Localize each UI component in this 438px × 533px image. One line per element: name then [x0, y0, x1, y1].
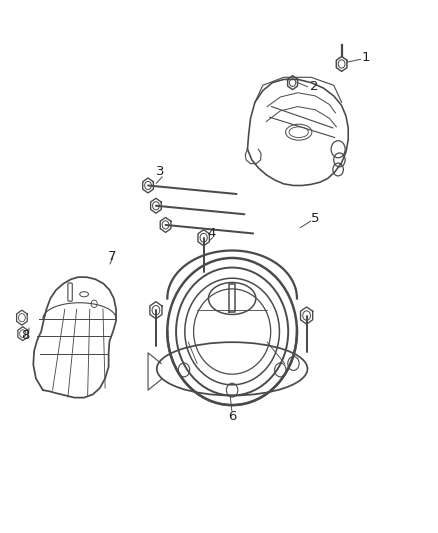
Text: 5: 5	[311, 212, 320, 225]
Text: 2: 2	[310, 80, 318, 93]
Text: 3: 3	[155, 165, 164, 178]
Text: 6: 6	[228, 410, 237, 423]
Text: 1: 1	[361, 51, 370, 64]
Text: 4: 4	[207, 227, 216, 240]
Text: 8: 8	[21, 329, 29, 342]
Text: 7: 7	[107, 251, 116, 263]
